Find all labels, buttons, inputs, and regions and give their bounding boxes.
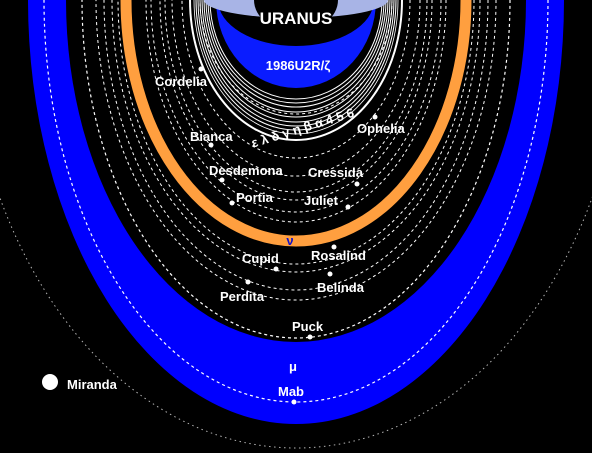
moon-label-juliet: Juliet bbox=[304, 193, 339, 208]
moon-label-portia: Portia bbox=[236, 190, 274, 205]
belinda-dot bbox=[327, 271, 333, 277]
planet-label: URANUS bbox=[260, 9, 333, 28]
ring-4 bbox=[205, 0, 387, 108]
moon-label-perdita: Perdita bbox=[220, 289, 265, 304]
moon-label-mab: Mab bbox=[278, 384, 304, 399]
zeta-ring-label: 1986U2R/ζ bbox=[266, 58, 331, 73]
nu-ring-label: ν bbox=[286, 233, 293, 248]
moon-label-cupid: Cupid bbox=[242, 251, 279, 266]
puck-orbit bbox=[81, 0, 511, 339]
moon-label-ophelia: Ophelia bbox=[357, 121, 405, 136]
uranus-planet-shadow bbox=[254, 0, 338, 32]
moon-label-rosalind: Rosalind bbox=[311, 248, 366, 263]
ring-5 bbox=[207, 0, 385, 104]
rosalind-orbit bbox=[111, 0, 481, 273]
ring-epsilon bbox=[189, 0, 403, 141]
ring-delta bbox=[195, 0, 397, 131]
mu-ring-label: μ bbox=[289, 359, 297, 374]
bianca-dot bbox=[208, 142, 214, 148]
moon-label-belinda: Belinda bbox=[317, 280, 365, 295]
moon-label-puck: Puck bbox=[292, 319, 324, 334]
cressida-dot bbox=[354, 181, 360, 187]
puck-dot bbox=[307, 334, 313, 340]
juliet-dot bbox=[345, 204, 351, 210]
ophelia-dot bbox=[372, 114, 378, 120]
perdita-dot bbox=[245, 279, 251, 285]
portia-orbit bbox=[145, 0, 447, 223]
desdemona-dot bbox=[219, 177, 225, 183]
moon-label-miranda: Miranda bbox=[67, 377, 118, 392]
portia-dot bbox=[229, 200, 235, 206]
mab-dot bbox=[291, 399, 297, 405]
moon-label-cordelia: Cordelia bbox=[155, 74, 208, 89]
cupid-orbit bbox=[117, 0, 475, 265]
ring-eta bbox=[199, 0, 393, 123]
mu-ring-inner-gap bbox=[66, 0, 526, 342]
moon-label-bianca: Bianca bbox=[190, 129, 233, 144]
ring-6 bbox=[209, 0, 383, 100]
belinda-orbit bbox=[95, 0, 497, 301]
ring-alpha bbox=[203, 0, 389, 113]
miranda-dot bbox=[42, 374, 58, 390]
desdemona-orbit bbox=[159, 0, 433, 201]
moon-label-cressida: Cressida bbox=[308, 165, 364, 180]
cupid-dot bbox=[273, 266, 279, 272]
moon-label-desdemona: Desdemona bbox=[209, 163, 283, 178]
rosalind-dot bbox=[331, 244, 337, 250]
ring-beta bbox=[201, 0, 391, 118]
ring-gamma bbox=[197, 0, 395, 127]
juliet-orbit bbox=[150, 0, 442, 213]
cordelia-dot bbox=[198, 66, 204, 72]
ring-lambda bbox=[193, 0, 399, 135]
nu-ring bbox=[120, 0, 472, 247]
